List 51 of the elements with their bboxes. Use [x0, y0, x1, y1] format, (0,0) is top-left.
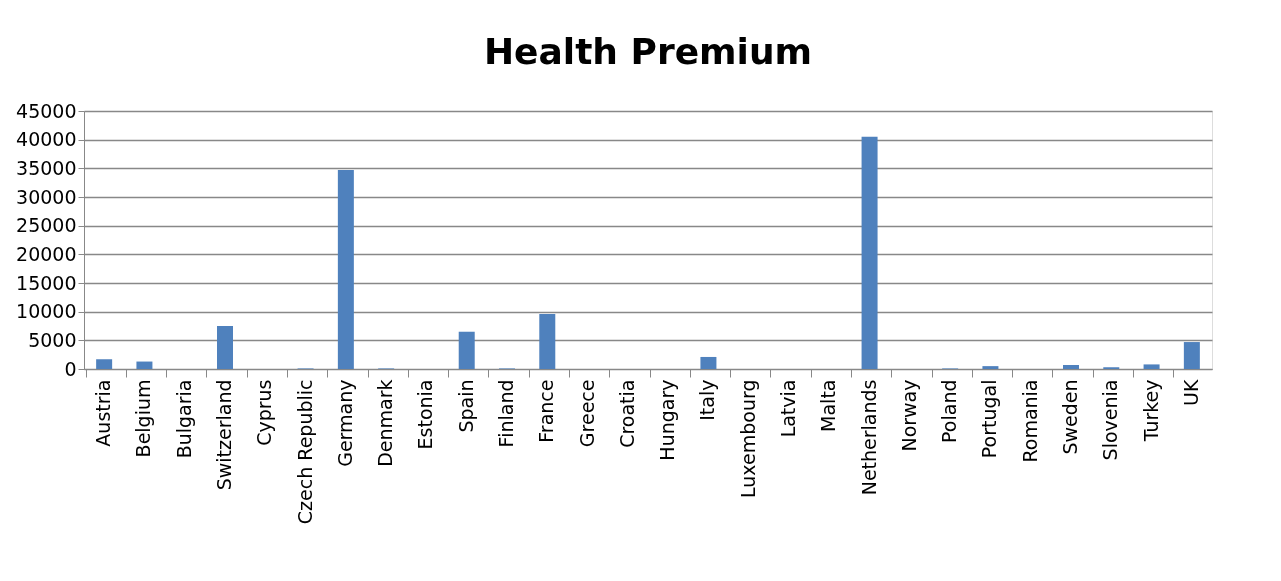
bar	[1143, 364, 1160, 369]
x-tick-label: Spain	[454, 379, 477, 433]
x-tick-label: UK	[1179, 378, 1202, 406]
x-tick-label: Bulgaria	[172, 379, 195, 459]
x-tick-label: Belgium	[132, 379, 155, 458]
bar	[1183, 342, 1200, 369]
chart-title: Health Premium	[483, 31, 813, 72]
x-tick-label: Switzerland	[213, 379, 235, 491]
x-tick-label: Luxembourg	[736, 379, 759, 498]
y-tick-label: 0	[64, 357, 77, 380]
x-tick-label: Romania	[1018, 379, 1041, 463]
x-tick-label: Sweden	[1059, 379, 1081, 455]
x-tick-label: Hungary	[656, 379, 679, 461]
y-tick-label: 20000	[16, 242, 77, 265]
x-tick-label: Poland	[938, 379, 961, 443]
x-tick-label: Finland	[495, 379, 517, 448]
x-tick-label: Denmark	[374, 379, 397, 467]
x-tick-label: Malta	[817, 379, 840, 432]
y-tick-label: 30000	[16, 185, 77, 208]
x-tick-label: Greece	[575, 379, 598, 448]
x-tick-label: Germany	[333, 379, 356, 467]
x-tick-label: Latvia	[777, 379, 799, 438]
bar	[700, 356, 717, 369]
x-tick-label: Netherlands	[857, 379, 880, 496]
x-tick-label: Cyprus	[253, 379, 276, 446]
bar	[982, 366, 999, 369]
x-tick-label: Norway	[897, 379, 920, 452]
x-tick-label: Croatia	[615, 379, 638, 448]
bar	[861, 136, 878, 369]
x-tick-label: Slovenia	[1099, 379, 1122, 461]
x-tick-label: Italy	[696, 379, 719, 421]
x-tick-label: Austria	[92, 379, 115, 447]
bar	[539, 313, 556, 369]
y-tick-label: 10000	[16, 300, 77, 323]
bar	[217, 326, 233, 369]
y-tick-label: 35000	[16, 156, 77, 179]
y-tick-label: 40000	[16, 128, 77, 151]
x-tick-label: France	[535, 379, 558, 443]
x-tick-label: Estonia	[414, 379, 437, 450]
bar	[96, 359, 113, 369]
bar	[458, 331, 475, 369]
bar	[337, 170, 354, 369]
y-tick-label: 5000	[28, 328, 77, 351]
y-tick-label: 45000	[16, 99, 77, 122]
x-tick-label: Czech Republic	[293, 379, 316, 525]
bar	[136, 361, 153, 369]
bar	[1063, 364, 1079, 369]
y-tick-label: 15000	[16, 271, 77, 294]
x-tick-label: Portugal	[978, 379, 1001, 459]
y-tick-label: 25000	[16, 214, 77, 237]
x-tick-label: Turkey	[1139, 379, 1162, 443]
